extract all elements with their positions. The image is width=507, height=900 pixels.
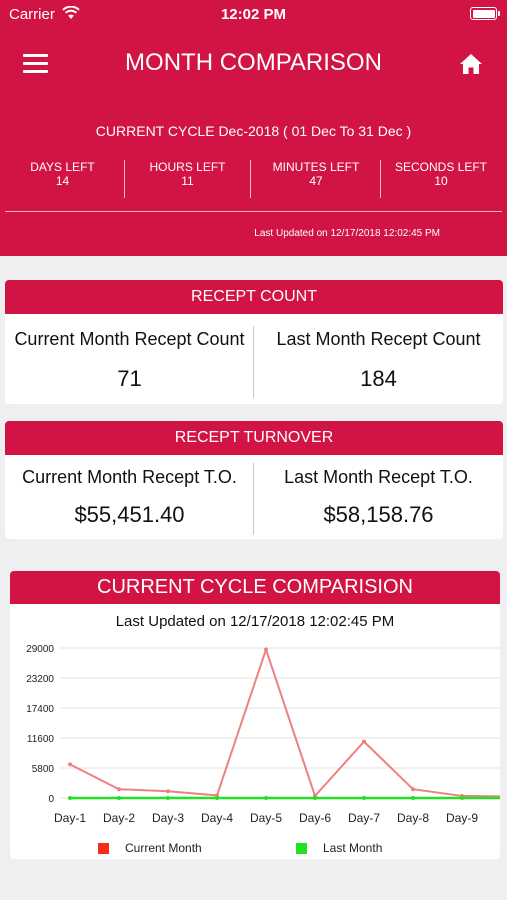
current-cycle: CURRENT CYCLE Dec-2018 ( 01 Dec To 31 De… — [95, 123, 412, 139]
stat-label: Current Month Recept T.O. — [22, 467, 237, 487]
data-point — [68, 796, 72, 800]
countdown-label: DAYS LEFT — [30, 160, 95, 174]
x-tick-label: Day-7 — [348, 811, 380, 825]
stat-value: $55,451.40 — [74, 502, 185, 527]
home-icon[interactable] — [459, 53, 483, 75]
countdown-label: HOURS LEFT — [149, 160, 226, 174]
y-tick-label: 23200 — [26, 674, 54, 685]
y-tick-label: 0 — [48, 794, 54, 805]
last-updated: Last Updated on 12/17/2018 12:02:45 PM — [254, 228, 440, 239]
y-tick-label: 17400 — [26, 704, 54, 715]
x-tick-label: Day-6 — [299, 811, 331, 825]
page-title: MONTH COMPARISON — [125, 49, 382, 76]
status-time: 12:02 PM — [220, 6, 287, 23]
x-tick-label: Day-3 — [152, 811, 184, 825]
x-tick-label: Day-2 — [103, 811, 135, 825]
wifi-icon — [62, 6, 80, 19]
header-divider — [5, 211, 502, 212]
countdown-value: 14 — [55, 174, 70, 188]
y-tick-label: 5800 — [32, 764, 55, 775]
stat-label: Last Month Recept Count — [276, 329, 481, 349]
card-title: RECEPT TURNOVER — [5, 421, 503, 455]
data-point — [117, 787, 121, 792]
data-point — [117, 796, 121, 800]
x-tick-label: Day-8 — [397, 811, 429, 825]
current-month-count: Current Month Recept Count 71 — [5, 314, 254, 392]
card-divider — [253, 326, 254, 398]
card-title: RECEPT COUNT — [5, 280, 503, 314]
data-point — [411, 787, 415, 792]
recept-count-card: RECEPT COUNT Current Month Recept Count … — [5, 280, 503, 404]
legend-label: Current Month — [125, 841, 202, 855]
data-point — [264, 796, 268, 800]
card-divider — [253, 463, 254, 535]
countdown-hours: HOURS LEFT 11 — [125, 160, 250, 200]
data-point — [411, 796, 415, 800]
data-point — [362, 739, 366, 744]
header: Carrier 12:02 PM MONTH COMPARISON CURREN… — [0, 0, 507, 256]
x-tick-label: Day-5 — [250, 811, 282, 825]
data-point — [264, 647, 268, 652]
recept-turnover-card: RECEPT TURNOVER Current Month Recept T.O… — [5, 421, 503, 539]
legend-label: Last Month — [323, 841, 382, 855]
legend-swatch — [296, 843, 307, 854]
current-month-turnover: Current Month Recept T.O. $55,451.40 — [5, 455, 254, 528]
data-point — [166, 796, 170, 800]
series-line — [69, 646, 500, 798]
x-tick-label: Day-1 — [54, 811, 86, 825]
x-tick-label: Day-9 — [446, 811, 478, 825]
data-point — [460, 796, 464, 800]
countdown-value: 47 — [309, 174, 323, 188]
countdown-value: 10 — [434, 174, 448, 188]
last-month-count: Last Month Recept Count 184 — [254, 314, 503, 392]
legend-swatch — [98, 843, 109, 854]
data-point — [68, 762, 72, 767]
data-point — [313, 796, 317, 800]
menu-icon[interactable] — [23, 52, 48, 74]
stat-label: Current Month Recept Count — [14, 329, 245, 349]
stat-value: $58,158.76 — [323, 502, 434, 527]
countdown-label: SECONDS LEFT — [394, 160, 487, 174]
data-point — [215, 796, 219, 800]
countdown-seconds: SECONDS LEFT 10 — [381, 160, 501, 200]
stat-label: Last Month Recept T.O. — [284, 467, 473, 487]
y-tick-label: 11600 — [27, 734, 55, 745]
carrier-label: Carrier — [9, 6, 55, 23]
stat-value: 71 — [117, 366, 142, 391]
battery-icon — [470, 7, 500, 20]
data-point — [362, 796, 366, 800]
comparison-chart-card: CURRENT CYCLE COMPARISION Last Updated o… — [10, 571, 500, 859]
countdown-days: DAYS LEFT 14 — [0, 160, 125, 200]
status-bar: Carrier 12:02 PM — [0, 0, 507, 28]
chart-title: CURRENT CYCLE COMPARISION — [10, 571, 500, 604]
stat-value: 184 — [360, 366, 397, 391]
x-tick-label: Day-4 — [201, 811, 233, 825]
line-chart: 0 5800 11600 17400 23200 29000 Day-1 Day-2 Day-3… — [26, 644, 500, 855]
countdown-value: 11 — [181, 174, 194, 188]
y-tick-label: 29000 — [26, 644, 54, 655]
countdown-minutes: MINUTES LEFT 47 — [251, 160, 381, 200]
countdown: DAYS LEFT 14 HOURS LEFT 11 MINUTES LEFT … — [0, 160, 507, 200]
last-month-turnover: Last Month Recept T.O. $58,158.76 — [254, 455, 503, 528]
chart-last-updated: Last Updated on 12/17/2018 12:02:45 PM — [115, 613, 395, 630]
data-point — [166, 789, 170, 794]
countdown-label: MINUTES LEFT — [272, 160, 360, 174]
